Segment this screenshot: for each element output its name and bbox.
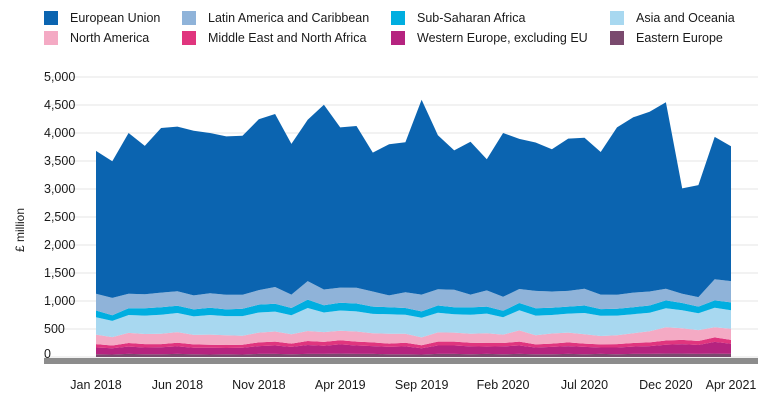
y-tick-label: 3,500 (44, 154, 75, 168)
y-tick-label: 0 (44, 347, 51, 361)
legend-swatch (391, 31, 405, 45)
y-tick-label: 4,500 (44, 98, 75, 112)
legend-swatch (610, 31, 624, 45)
area-latin-america-and-caribbean (96, 279, 731, 316)
legend-label: European Union (70, 11, 161, 25)
x-tick-label: Feb 2020 (477, 378, 530, 392)
legend-swatch (44, 11, 58, 25)
legend-item: Sub-Saharan Africa (391, 11, 525, 25)
legend-swatch (391, 11, 405, 25)
legend-item: Middle East and North Africa (182, 31, 366, 45)
y-tick-label: 2,500 (44, 210, 75, 224)
legend-swatch (44, 31, 58, 45)
y-tick-label: 2,000 (44, 238, 75, 252)
legend-label: Western Europe, excluding EU (417, 31, 588, 45)
x-tick-label: Dec 2020 (639, 378, 693, 392)
legend-item: Latin America and Caribbean (182, 11, 369, 25)
legend-item: Asia and Oceania (610, 11, 735, 25)
legend-label: Asia and Oceania (636, 11, 735, 25)
x-tick-label: Apr 2021 (706, 378, 757, 392)
area-asia-and-oceania (96, 307, 731, 338)
y-axis-tick-labels: 5,000 4,500 4,000 3,500 3,000 2,500 2,000 1,500… (44, 70, 75, 361)
y-tick-label: 4,000 (44, 126, 75, 140)
area-eastern-europe (96, 353, 731, 357)
y-tick-label: 1,000 (44, 294, 75, 308)
x-tick-label: Sep 2019 (395, 378, 449, 392)
legend-item: Western Europe, excluding EU (391, 31, 588, 45)
x-tick-label: Jul 2020 (561, 378, 608, 392)
legend-swatch (182, 31, 196, 45)
y-tick-label: 5,000 (44, 70, 75, 84)
y-axis-title: £ million (13, 208, 27, 252)
legend-swatch (610, 11, 624, 25)
legend-item: Eastern Europe (610, 31, 723, 45)
legend-label: Eastern Europe (636, 31, 723, 45)
y-tick-label: 3,000 (44, 182, 75, 196)
legend-label: North America (70, 31, 150, 45)
x-tick-label: Jan 2018 (70, 378, 121, 392)
x-axis-tick-labels: Jan 2018 Jun 2018 Nov 2018 Apr 2019 Sep 2019… (70, 378, 756, 392)
area-western-europe-excluding-eu (96, 341, 731, 355)
legend-label: Latin America and Caribbean (208, 11, 370, 25)
area-middle-east-and-north-africa (96, 337, 731, 349)
x-tick-label: Apr 2019 (315, 378, 366, 392)
legend-label: Sub-Saharan Africa (417, 11, 526, 25)
legend-item: North America (44, 31, 149, 45)
x-axis (44, 358, 758, 364)
y-tick-label: 1,500 (44, 266, 75, 280)
x-tick-label: Nov 2018 (232, 378, 286, 392)
area-european-union (96, 99, 731, 298)
area-north-america (96, 327, 731, 346)
legend-swatch (182, 11, 196, 25)
legend-label: Middle East and North Africa (208, 31, 367, 45)
y-tick-label: 500 (44, 322, 65, 336)
x-tick-label: Jun 2018 (152, 378, 203, 392)
legend: European Union Latin America and Caribbea… (0, 0, 764, 60)
area-sub-saharan-africa (96, 299, 731, 321)
legend-item: European Union (44, 11, 160, 25)
x-axis-line (44, 358, 758, 364)
area-series (96, 99, 731, 357)
